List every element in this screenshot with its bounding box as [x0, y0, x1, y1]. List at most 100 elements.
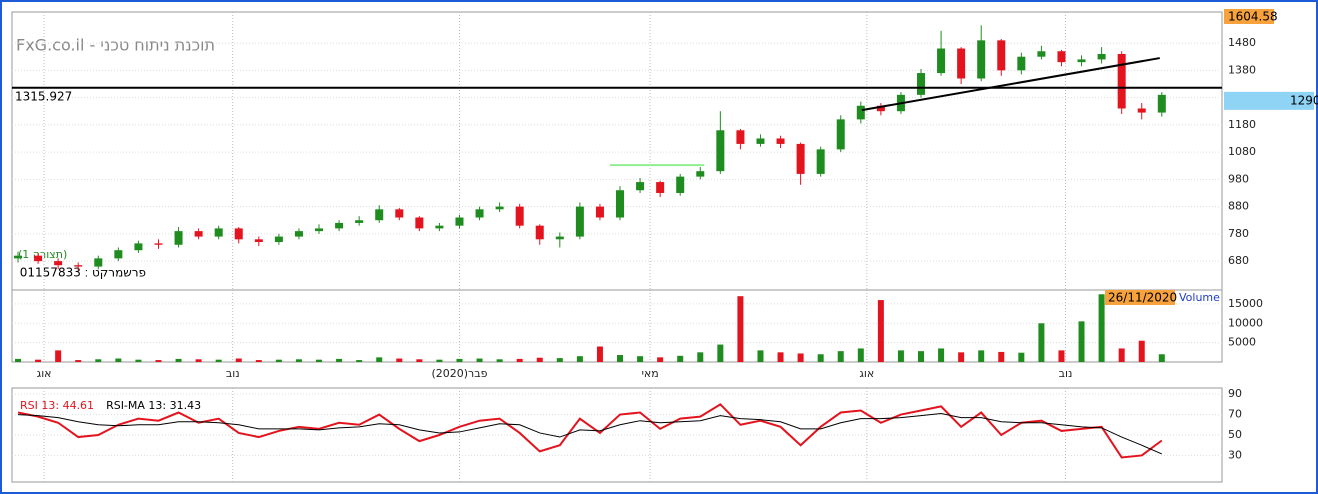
- candle-body: [34, 255, 43, 262]
- candle-body: [475, 209, 484, 218]
- y-tick-label: 30: [1228, 448, 1242, 461]
- volume-bar: [777, 352, 784, 362]
- candle-body: [214, 228, 223, 237]
- candle-body: [1117, 53, 1126, 109]
- candle-body: [876, 105, 885, 112]
- volume-bar: [757, 350, 764, 362]
- candle-body: [395, 209, 404, 218]
- candle-body: [736, 130, 745, 144]
- candle-body: [937, 48, 946, 74]
- volume-bar: [155, 360, 162, 362]
- candle-body: [696, 171, 705, 177]
- legend-entry: RSI-MA 13: 31.43: [106, 399, 201, 412]
- volume-bar: [998, 351, 1005, 362]
- candle-body: [917, 73, 926, 95]
- candle-body: [836, 119, 845, 150]
- max-label-box: [1224, 9, 1274, 24]
- y-tick-label: 70: [1228, 408, 1242, 421]
- candle-body: [435, 225, 444, 229]
- volume-bar: [115, 358, 122, 362]
- y-tick-label: 780: [1228, 227, 1249, 240]
- volume-bar: [135, 359, 142, 362]
- symbol-label: פרשמרקט ׃ 01157833: [20, 266, 146, 280]
- rsi-line: [17, 413, 1163, 455]
- candle-body: [1077, 59, 1086, 63]
- volume-bar: [536, 357, 543, 362]
- chart-title: FxG.co.il - תוכנת ניתוח טכני: [16, 36, 215, 55]
- volume-bar: [1118, 348, 1125, 362]
- last-price-box: [1224, 91, 1314, 110]
- candle-body: [335, 222, 344, 229]
- config-label: (תצורה 1): [18, 248, 67, 261]
- volume-bar: [556, 358, 563, 362]
- volume-bar: [938, 348, 945, 362]
- candle-body: [234, 228, 243, 240]
- candle-body: [94, 258, 103, 267]
- y-tick-label: 1380: [1228, 63, 1256, 76]
- volume-bar: [275, 359, 282, 362]
- volume-bar: [175, 358, 182, 362]
- volume-label: Volume: [1179, 291, 1220, 304]
- volume-bar: [617, 355, 624, 362]
- candle-body: [114, 250, 123, 259]
- candle-body: [495, 206, 504, 210]
- volume-bar: [1158, 354, 1165, 362]
- candle-body: [957, 48, 966, 79]
- volume-bar: [596, 346, 603, 362]
- candle-body: [515, 206, 524, 226]
- candle-body: [656, 182, 665, 193]
- volume-bar: [637, 356, 644, 362]
- y-tick-label: 880: [1228, 200, 1249, 213]
- volume-bar: [958, 352, 965, 362]
- volume-bar: [516, 358, 523, 362]
- y-tick-label: 980: [1228, 172, 1249, 185]
- candle-body: [997, 40, 1006, 71]
- volume-bar: [1098, 294, 1105, 362]
- candle-body: [294, 231, 303, 237]
- candle-body: [375, 209, 384, 221]
- volume-panel: [11, 289, 1223, 363]
- candle-body: [274, 236, 283, 243]
- candle-body: [575, 206, 584, 237]
- volume-bar: [697, 352, 704, 362]
- candle-body: [254, 239, 263, 243]
- volume-bar: [797, 353, 804, 362]
- candle-body: [1157, 94, 1166, 113]
- candle-body: [14, 255, 23, 259]
- date-label: 26/11/2020: [1108, 291, 1177, 305]
- volume-bar: [677, 355, 684, 362]
- candle-body: [856, 105, 865, 120]
- y-tick-label: 1180: [1228, 118, 1256, 131]
- x-tick-label: מאי: [641, 367, 658, 380]
- volume-bar: [717, 344, 724, 362]
- candle-body: [555, 236, 564, 240]
- volume-bar: [195, 359, 202, 362]
- volume-bar: [897, 350, 904, 362]
- candle-body: [616, 190, 625, 218]
- candle-body: [1017, 56, 1026, 71]
- x-tick-label: פבר(2020): [431, 367, 487, 380]
- volume-bar: [978, 350, 985, 362]
- candle-body: [315, 228, 324, 232]
- volume-bar: [235, 358, 242, 362]
- volume-bar: [817, 354, 824, 362]
- legend-entry: RSI 13: 44.61: [20, 399, 94, 412]
- volume-bar: [918, 351, 925, 362]
- x-tick-label: אוג: [37, 367, 52, 380]
- volume-bar: [295, 359, 302, 362]
- volume-bar: [15, 358, 22, 362]
- max-label: 1604.58: [1228, 10, 1278, 24]
- y-tick-label: 90: [1228, 387, 1242, 400]
- last-price-label: 1290: [1290, 93, 1318, 107]
- candle-body: [194, 231, 203, 237]
- volume-bar: [496, 359, 503, 362]
- volume-bar: [1138, 340, 1145, 362]
- candle-body: [595, 206, 604, 218]
- candle-body: [977, 40, 986, 79]
- volume-bar: [657, 357, 664, 362]
- y-tick-label: 15000: [1228, 297, 1263, 310]
- volume-bar: [215, 359, 222, 362]
- volume-bar: [255, 360, 262, 362]
- candle-body: [796, 143, 805, 174]
- volume-bar: [1018, 352, 1025, 362]
